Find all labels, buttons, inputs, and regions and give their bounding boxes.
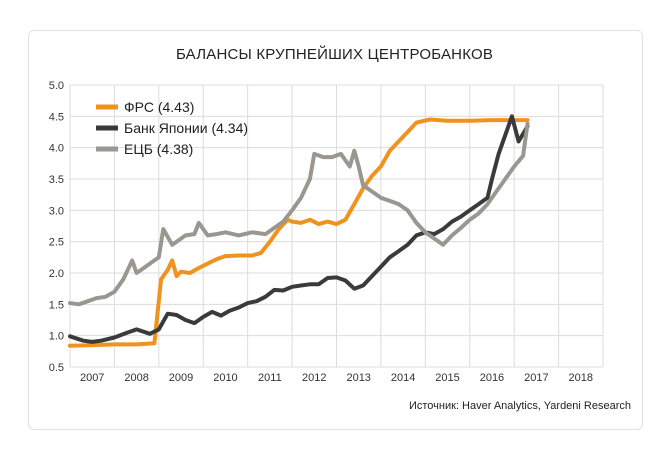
x-tick-label: 2007 [80,372,104,384]
x-tick-label: 2012 [302,372,326,384]
x-tick-label: 2011 [258,372,282,384]
legend-label-2: ЕЦБ (4.38) [124,141,193,157]
y-tick-label: 3.5 [49,174,64,186]
y-tick-label: 2.0 [49,268,64,280]
x-tick-label: 2016 [480,372,504,384]
y-tick-label: 0.5 [49,362,64,374]
x-tick-label: 2010 [213,372,237,384]
y-tick-label: 1.0 [49,331,64,343]
x-tick-label: 2013 [346,372,370,384]
chart-card [28,30,643,430]
y-tick-label: 1.5 [49,299,64,311]
legend-label-1: Банк Японии (4.34) [124,120,248,136]
y-tick-label: 4.0 [49,143,64,155]
x-tick-label: 2008 [124,372,148,384]
y-tick-label: 3.0 [49,205,64,217]
y-tick-label: 4.5 [49,111,64,123]
x-tick-label: 2009 [169,372,193,384]
legend-label-0: ФРС (4.43) [124,99,194,115]
x-tick-label: 2015 [435,372,459,384]
x-tick-label: 2014 [391,372,415,384]
y-tick-label: 5.0 [49,80,64,92]
y-tick-label: 2.5 [49,237,64,249]
x-tick-label: 2018 [569,372,593,384]
chart-source: Источник: Haver Analytics, Yardeni Resea… [408,400,631,412]
x-tick-label: 2017 [524,372,548,384]
series-line-1 [68,114,530,344]
series-line-2 [68,121,530,307]
chart-title: БАЛАНСЫ КРУПНЕЙШИХ ЦЕНТРОБАНКОВ [175,46,494,63]
series-line-0 [68,117,530,348]
